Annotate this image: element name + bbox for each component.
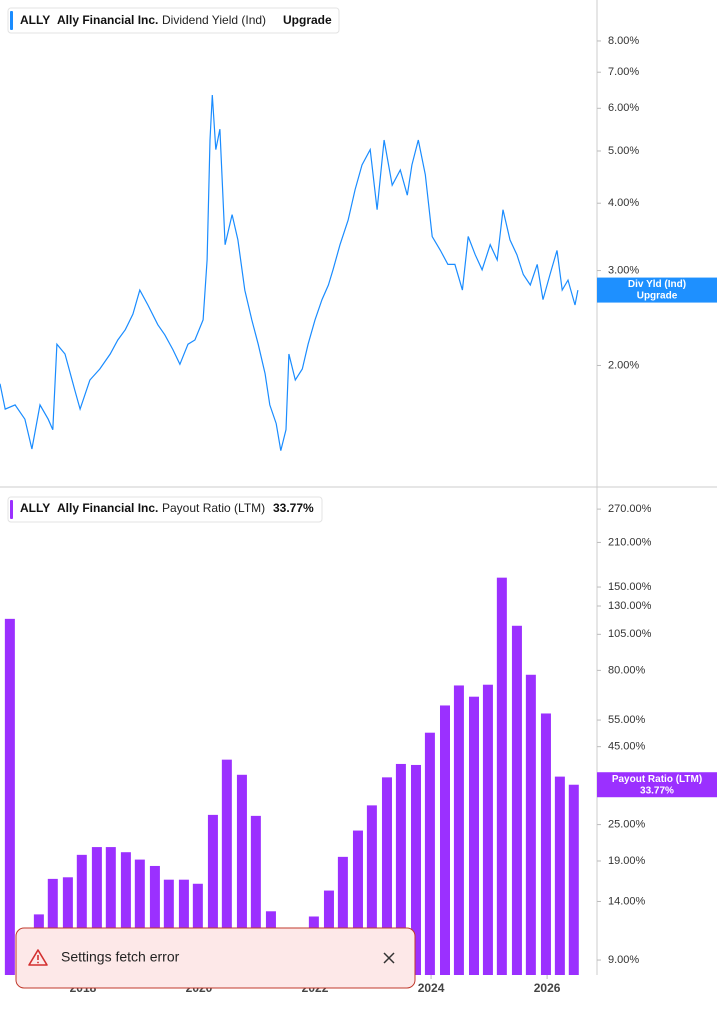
bar xyxy=(511,625,522,975)
yield-line xyxy=(0,94,579,451)
bar xyxy=(410,764,421,975)
y-tick-label: 14.00% xyxy=(608,895,646,907)
y-tick-label: 45.00% xyxy=(608,741,646,753)
bar xyxy=(568,784,579,975)
y-tick-label: 270.00% xyxy=(608,503,652,515)
toast: Settings fetch error xyxy=(15,927,416,989)
bar xyxy=(482,684,493,975)
bar xyxy=(120,852,131,975)
bar xyxy=(352,830,363,975)
badge-label: 33.77% xyxy=(640,785,674,796)
legend-top: ALLY Ally Financial Inc. Dividend Yield … xyxy=(7,7,340,34)
legend-bottom: ALLY Ally Financial Inc. Payout Ratio (L… xyxy=(7,496,323,523)
y-tick-label: 25.00% xyxy=(608,818,646,830)
y-tick-label: 55.00% xyxy=(608,714,646,726)
badge xyxy=(597,277,717,303)
y-tick-label: 9.00% xyxy=(608,954,639,966)
bar xyxy=(453,685,464,975)
bar xyxy=(540,713,551,975)
bar xyxy=(149,865,160,975)
y-tick-label: 80.00% xyxy=(608,664,646,676)
bar xyxy=(337,856,348,975)
bar xyxy=(554,776,565,975)
bar xyxy=(366,805,377,975)
y-tick-label: 8.00% xyxy=(608,35,639,47)
y-tick-label: 5.00% xyxy=(608,145,639,157)
value: 33.77% xyxy=(273,501,314,515)
bar xyxy=(91,847,102,975)
bar xyxy=(381,777,392,975)
bar xyxy=(47,878,58,975)
bar xyxy=(236,774,247,975)
x-tick-label: 2026 xyxy=(534,981,561,995)
metric: Payout Ratio (LTM) xyxy=(162,501,265,515)
y-tick-label: 7.00% xyxy=(608,66,639,78)
bar xyxy=(105,847,116,975)
y-tick-label: 4.00% xyxy=(608,197,639,209)
metric: Dividend Yield (Ind) xyxy=(162,13,266,27)
y-tick-label: 3.00% xyxy=(608,264,639,276)
x-tick-label: 2024 xyxy=(418,981,445,995)
badge-label: Div Yld (Ind) xyxy=(628,279,686,290)
y-tick-label: 19.00% xyxy=(608,855,646,867)
bar xyxy=(496,577,507,975)
bar xyxy=(163,879,174,975)
bar xyxy=(424,732,435,975)
bar xyxy=(4,618,15,975)
badge-label: Upgrade xyxy=(637,291,678,302)
bar xyxy=(207,814,218,975)
bar xyxy=(525,674,536,975)
bar xyxy=(178,879,189,975)
bar xyxy=(134,859,145,975)
badge xyxy=(597,772,717,798)
badge-label: Payout Ratio (LTM) xyxy=(612,774,702,785)
y-tick-label: 150.00% xyxy=(608,581,652,593)
y-tick-label: 105.00% xyxy=(608,628,652,640)
bar xyxy=(395,763,406,975)
y-tick-label: 2.00% xyxy=(608,359,639,371)
bar xyxy=(469,696,480,975)
bar xyxy=(439,705,450,975)
y-tick-label: 130.00% xyxy=(608,600,652,612)
bar xyxy=(76,854,87,975)
upgrade-link[interactable]: Upgrade xyxy=(283,13,332,27)
company: Ally Financial Inc. xyxy=(57,501,158,515)
bar xyxy=(62,877,73,975)
bar xyxy=(250,815,261,975)
ticker: ALLY xyxy=(20,13,50,27)
toast-message: Settings fetch error xyxy=(61,949,180,965)
y-tick-label: 6.00% xyxy=(608,102,639,114)
y-tick-label: 210.00% xyxy=(608,536,652,548)
ticker: ALLY xyxy=(20,501,50,515)
bar xyxy=(221,759,232,975)
close-button[interactable] xyxy=(383,952,395,964)
company: Ally Financial Inc. xyxy=(57,13,158,27)
